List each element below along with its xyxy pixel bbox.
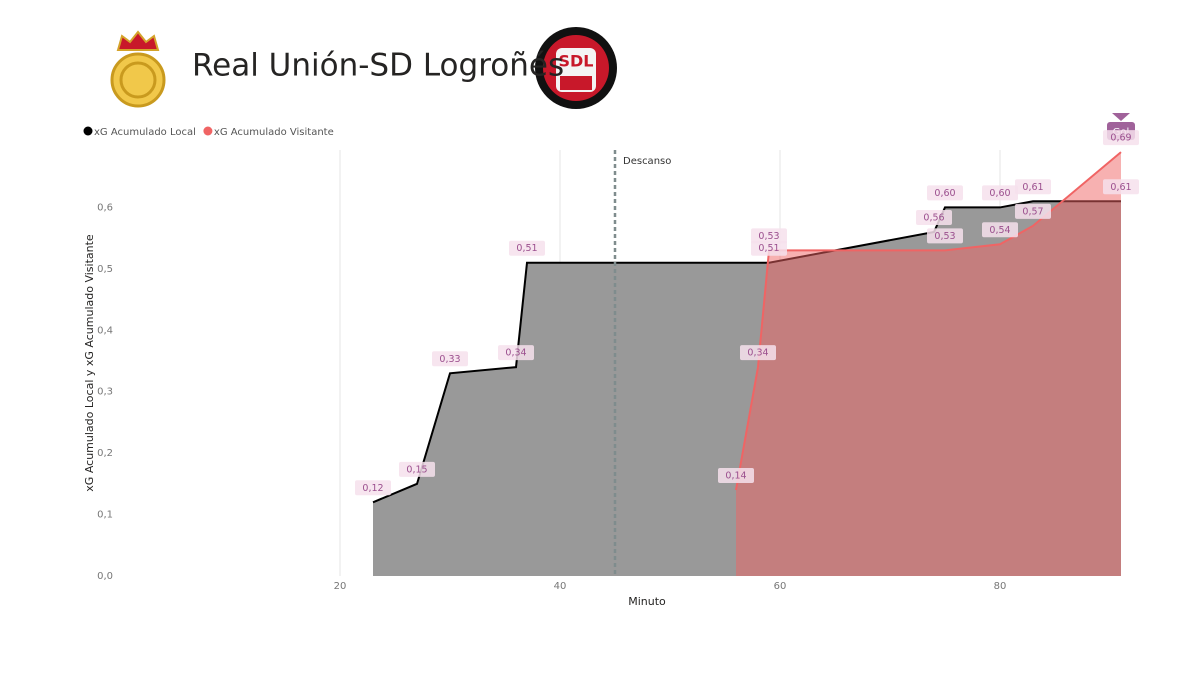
data-label-bg	[751, 228, 787, 244]
data-label: 0,53	[934, 231, 955, 242]
data-label-bg	[1103, 130, 1139, 146]
x-axis-title: Minuto	[628, 595, 666, 608]
data-label: 0,61	[1022, 182, 1043, 193]
y-tick-label: 0,3	[97, 387, 113, 398]
y-tick-label: 0,5	[97, 264, 113, 275]
data-label: 0,34	[505, 348, 526, 359]
data-label: 0,60	[989, 188, 1010, 199]
data-label-bg	[751, 240, 787, 256]
data-label-bg	[927, 228, 963, 244]
data-label: 0,33	[439, 354, 460, 365]
data-label: 0,54	[989, 225, 1010, 236]
data-label: 0,51	[758, 243, 779, 254]
data-label-bg	[718, 468, 754, 483]
away-logo: SDL	[535, 27, 617, 109]
data-label-bg	[432, 351, 468, 367]
data-label-bg	[1015, 203, 1051, 219]
data-label: 0,34	[747, 348, 768, 359]
legend-label: xG Acumulado Visitante	[214, 127, 334, 138]
data-label-bg	[399, 461, 435, 477]
y-tick-label: 0,4	[97, 325, 113, 336]
data-label-bg	[982, 222, 1018, 238]
y-tick-label: 0,1	[97, 510, 113, 521]
annotation-marker	[1112, 113, 1130, 121]
data-label: 0,14	[725, 471, 746, 482]
chart-title: Real Unión-SD Logroñés	[192, 48, 564, 84]
data-label-bg	[498, 345, 534, 361]
x-tick-label: 40	[554, 581, 567, 592]
annotation-label: Descanso	[623, 156, 671, 167]
data-label: 0,51	[516, 243, 537, 254]
data-label: 0,12	[362, 483, 383, 494]
legend-label: xG Acumulado Local	[94, 127, 196, 138]
data-label-bg	[355, 480, 391, 496]
legend-marker	[203, 126, 213, 136]
data-label: 0,57	[1022, 206, 1043, 217]
data-label: 0,69	[1110, 133, 1131, 144]
data-label-bg	[740, 345, 776, 361]
legend-marker	[83, 126, 93, 136]
data-label-bg	[927, 185, 963, 201]
y-axis-title: xG Acumulado Local y xG Acumulado Visita…	[83, 234, 96, 492]
data-label: 0,60	[934, 188, 955, 199]
data-label: 0,15	[406, 464, 427, 475]
y-tick-label: 0,6	[97, 202, 113, 213]
home-logo	[110, 30, 166, 108]
svg-text:SDL: SDL	[559, 52, 594, 71]
area	[736, 152, 1121, 576]
x-tick-label: 80	[994, 581, 1007, 592]
data-label-bg	[1103, 179, 1139, 195]
data-label: 0,61	[1110, 182, 1131, 193]
data-label-bg	[916, 210, 952, 225]
data-label: 0,56	[923, 213, 944, 224]
data-label: 0,53	[758, 231, 779, 242]
y-tick-label: 0,2	[97, 448, 113, 459]
line	[735, 151, 1122, 491]
data-label-bg	[982, 185, 1018, 201]
y-tick-label: 0,0	[97, 571, 113, 582]
data-label-bg	[1015, 179, 1051, 195]
x-tick-label: 20	[334, 581, 347, 592]
data-label-bg	[509, 240, 545, 256]
x-tick-label: 60	[774, 581, 787, 592]
